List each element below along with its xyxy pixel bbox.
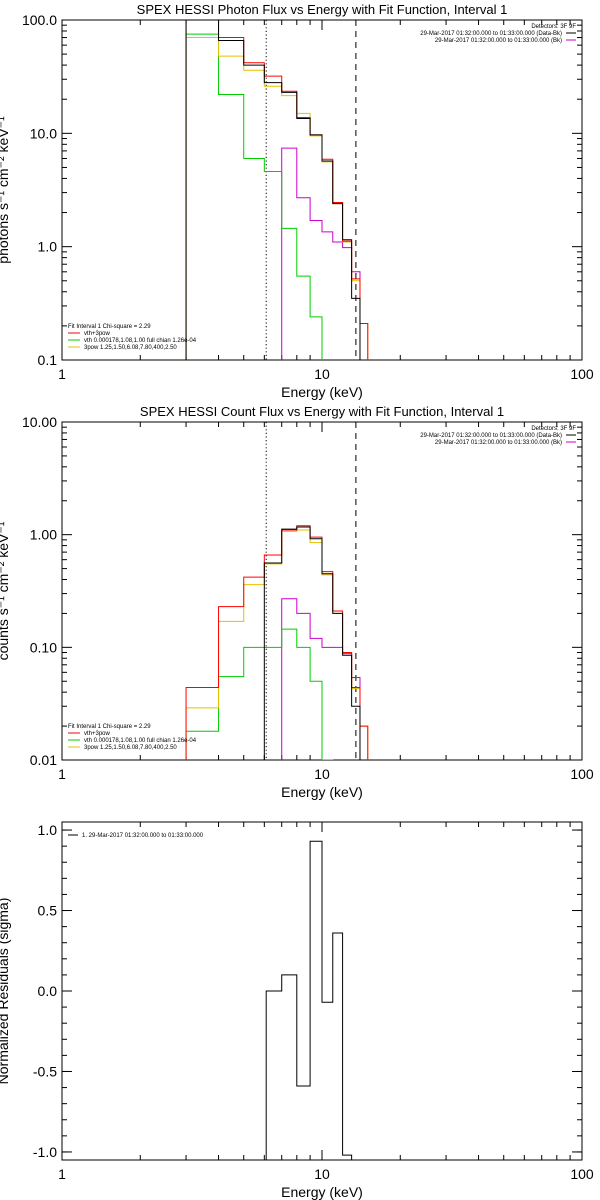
series-spow-line [185, 37, 369, 360]
series-spow-line [185, 529, 369, 760]
y-tick-label: 0.0 [38, 983, 58, 999]
x-tick-label: 100 [570, 766, 594, 782]
legend-entry: 3pow 1.25,1.50,6.08,7.80,400,2.50 [84, 745, 177, 751]
x-tick-label: 10 [314, 766, 330, 782]
x-tick-label: 1 [58, 1166, 66, 1182]
plot-frame [61, 19, 583, 361]
detectors-label: Detectors: 3F 9F [531, 426, 576, 432]
y-tick-label: 0.01 [30, 752, 57, 768]
x-tick-label: 10 [314, 366, 330, 382]
x-tick-label: 10 [314, 1166, 330, 1182]
y-axis-label: counts s⁻¹ cm⁻² keV⁻¹ [0, 521, 11, 660]
legend-entry: vth 0.000178,1.08,1.00 full chian 1.26e-… [84, 338, 197, 344]
series-vth-line [185, 33, 323, 360]
x-axis-label: Energy (keV) [281, 1184, 363, 1200]
legend-entry: vth+3pow [84, 331, 111, 337]
y-tick-label: -0.5 [33, 1063, 57, 1079]
y-tick-label: 10.0 [30, 125, 57, 141]
y-tick-label: -1.0 [33, 1144, 57, 1160]
x-tick-label: 100 [570, 366, 594, 382]
y-tick-label: 0.10 [30, 639, 57, 655]
chart-title: SPEX HESSI Count Flux vs Energy with Fit… [140, 404, 504, 419]
y-tick-label: 100.0 [22, 12, 57, 28]
legend-entry: 3pow 1.25,1.50,6.08,7.80,400,2.50 [84, 345, 177, 351]
series-vth_spow-line [185, 525, 369, 760]
legend-entry: vth 0.000178,1.08,1.00 full chian 1.26e-… [84, 738, 197, 744]
legend-entry: vth+3pow [84, 731, 111, 737]
x-axis-label: Energy (keV) [281, 384, 363, 400]
detectors-label: Detectors: 3F 9F [531, 24, 576, 30]
series-vth-line [185, 628, 334, 760]
y-axis-label: photons s⁻¹ cm⁻² keV⁻¹ [0, 116, 11, 264]
y-tick-label: 1.0 [38, 239, 58, 255]
series-data-line [185, 20, 361, 360]
x-axis-label: Energy (keV) [281, 784, 363, 800]
time-range-entry: 29-Mar-2017 01:32:00.000 to 01:33:00.000… [420, 433, 562, 439]
x-tick-label: 1 [58, 766, 66, 782]
x-tick-label: 1 [58, 366, 66, 382]
y-tick-label: 1.0 [38, 822, 58, 838]
legend-entry: Fit Interval 1 Chi-square = 2.29 [68, 724, 151, 730]
series-vth_spow-line [185, 20, 369, 360]
series-residuals-line [265, 840, 353, 1160]
y-tick-label: 0.1 [38, 352, 58, 368]
legend-entry: 1. 29-Mar-2017 01:32:00.000 to 01:33:00.… [82, 833, 204, 839]
series-background-line [281, 598, 361, 760]
time-range-entry: 29-Mar-2017 01:32:00.000 to 01:33:00.000… [435, 440, 562, 446]
y-axis-label: Normalized Residuals (sigma) [0, 898, 11, 1085]
series-background-line [281, 147, 361, 360]
chart-title: SPEX HESSI Photon Flux vs Energy with Fi… [137, 2, 508, 17]
x-tick-label: 100 [570, 1166, 594, 1182]
y-tick-label: 10.00 [22, 414, 57, 430]
y-tick-label: 0.5 [38, 903, 58, 919]
y-tick-label: 1.00 [30, 527, 57, 543]
legend-entry: Fit Interval 1 Chi-square = 2.29 [68, 324, 151, 330]
time-range-entry: 29-Mar-2017 01:32:00.000 to 01:33:00.000… [435, 38, 562, 44]
time-range-entry: 29-Mar-2017 01:32:00.000 to 01:33:00.000… [420, 31, 562, 37]
series-data-line [263, 526, 361, 760]
